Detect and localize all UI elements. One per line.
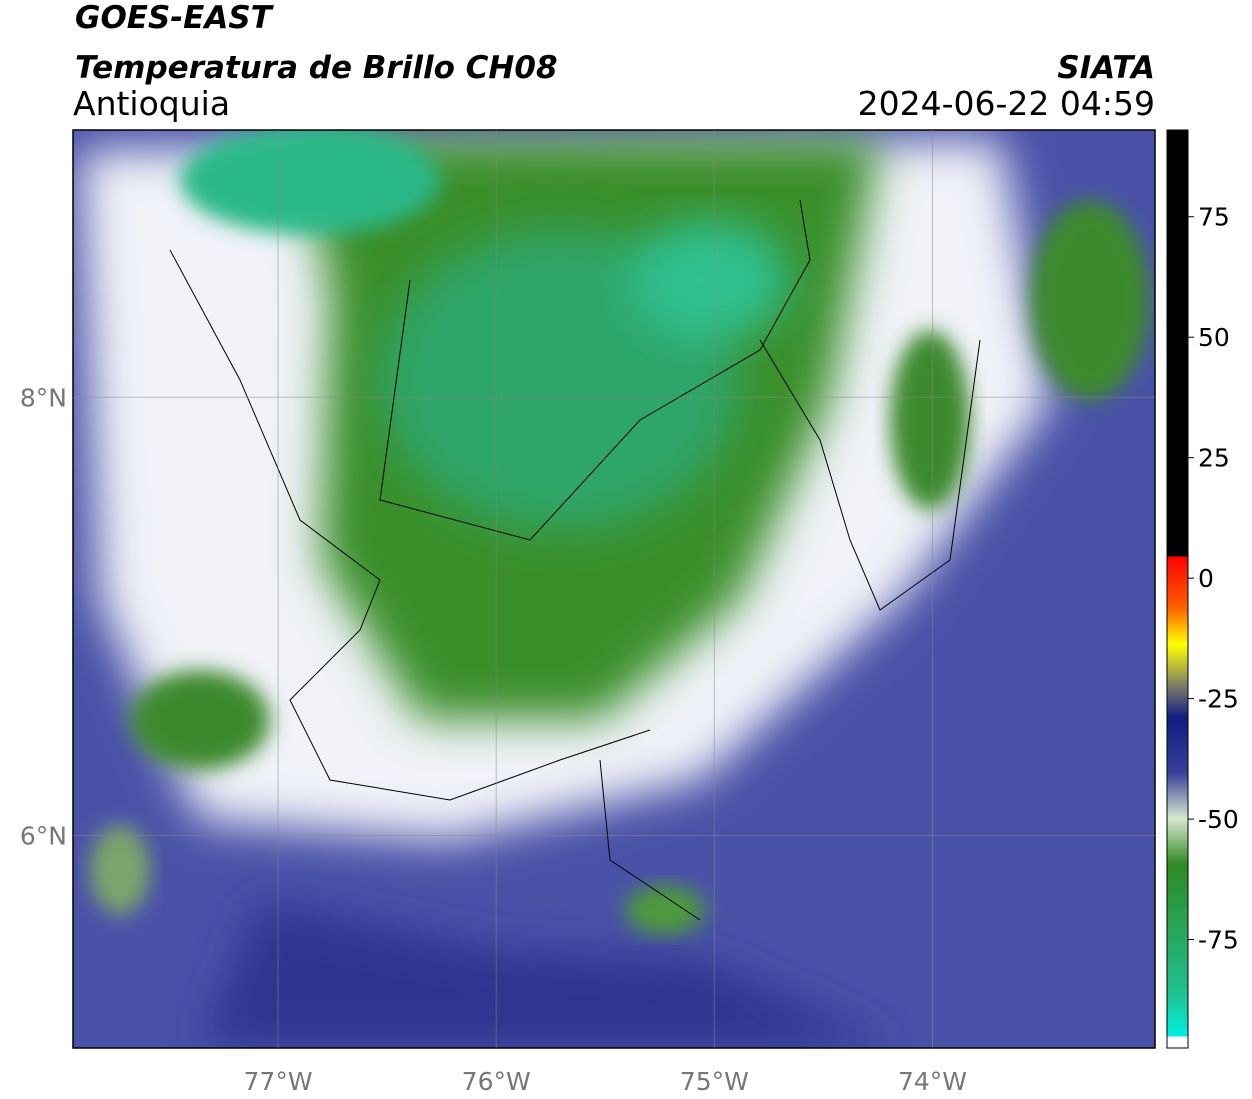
map-frame [72, 129, 1156, 1049]
x-tick-label: 77°W [244, 1067, 313, 1096]
colorbar-tick-label: 25 [1198, 444, 1230, 473]
timestamp: 2024-06-22 04:59 [858, 84, 1155, 123]
colorbar-tick-label: 75 [1198, 203, 1230, 232]
x-tick-label: 75°W [680, 1067, 749, 1096]
x-tick-label: 76°W [462, 1067, 531, 1096]
colorbar-tick-label: -25 [1198, 685, 1239, 714]
x-tick-label: 74°W [898, 1067, 967, 1096]
title: GOES-EAST [75, 0, 275, 36]
satellite-image [73, 130, 1155, 1048]
colorbar [1166, 129, 1189, 1049]
region: Antioquia [73, 84, 230, 123]
colorbar-tick-label: 0 [1198, 564, 1214, 593]
source: SIATA [1057, 50, 1155, 86]
colorbar-tick-label: 50 [1198, 323, 1230, 352]
y-tick-label: 6°N [20, 821, 67, 850]
subtitle: Temperatura de Brillo CH08 [75, 50, 558, 86]
colorbar-tick-label: -50 [1198, 805, 1239, 834]
y-tick-label: 8°N [20, 383, 67, 412]
colorbar-tick-label: -75 [1198, 926, 1239, 955]
